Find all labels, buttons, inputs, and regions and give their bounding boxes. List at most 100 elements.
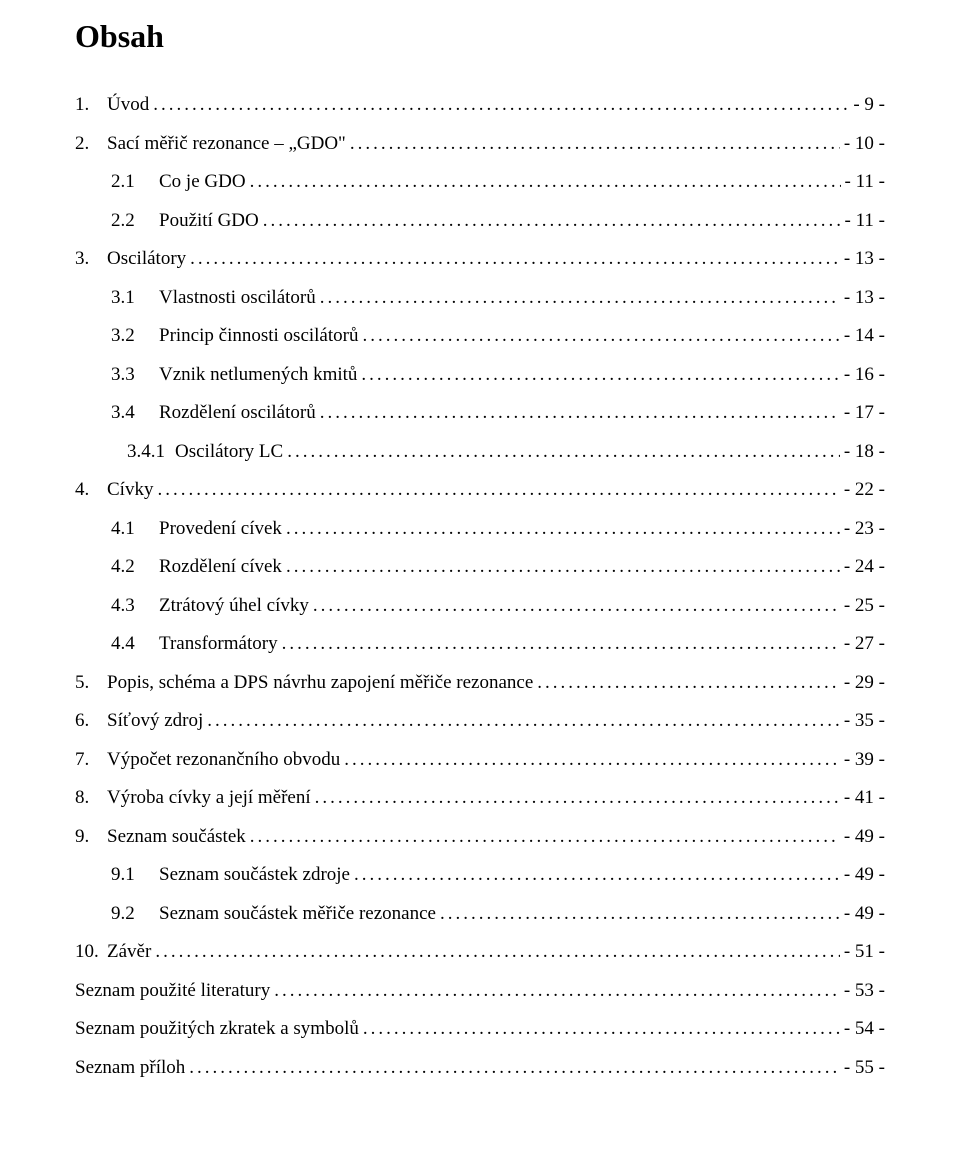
toc-entry-number: 10.	[75, 942, 107, 961]
toc-leader-dots	[361, 365, 839, 384]
toc-leader-dots	[537, 673, 840, 692]
toc-entry: 7.Výpočet rezonančního obvodu - 39 -	[75, 750, 885, 769]
toc-leader-dots	[286, 557, 840, 576]
toc-entry-page: - 18 -	[844, 442, 885, 461]
toc-leader-dots	[250, 827, 840, 846]
toc-entry-number: 2.	[75, 134, 107, 153]
table-of-contents: 1.Úvod- 9 -2.Sací měřič rezonance – „GDO…	[75, 95, 885, 1077]
toc-leader-dots	[362, 326, 839, 345]
toc-entry-label: Co je GDO	[159, 172, 246, 191]
toc-entry-page: - 22 -	[844, 480, 885, 499]
toc-entry-number: 4.4	[111, 634, 159, 653]
toc-entry-label: Sací měřič rezonance – „GDO"	[107, 134, 346, 153]
toc-entry-label: Vznik netlumených kmitů	[159, 365, 357, 384]
toc-leader-dots	[263, 211, 841, 230]
toc-entry: 4.2Rozdělení cívek- 24 -	[75, 557, 885, 576]
toc-entry-number: 8.	[75, 788, 107, 807]
toc-leader-dots	[282, 634, 840, 653]
toc-entry: 3.4Rozdělení oscilátorů- 17 -	[75, 403, 885, 422]
toc-entry: 4.3Ztrátový úhel cívky- 25 -	[75, 596, 885, 615]
toc-leader-dots	[315, 788, 840, 807]
toc-entry-number: 9.2	[111, 904, 159, 923]
toc-entry-number: 3.1	[111, 288, 159, 307]
toc-entry-page: - 16 -	[844, 365, 885, 384]
toc-entry-number: 2.1	[111, 172, 159, 191]
toc-entry: 3.3Vznik netlumených kmitů - 16 -	[75, 365, 885, 384]
toc-entry: 2.Sací měřič rezonance – „GDO" - 10 -	[75, 134, 885, 153]
toc-entry: 9.1Seznam součástek zdroje- 49 -	[75, 865, 885, 884]
toc-entry-label: Výpočet rezonančního obvodu	[107, 750, 340, 769]
toc-entry-label: Seznam příloh	[75, 1058, 185, 1077]
toc-entry-label: Seznam použitých zkratek a symbolů	[75, 1019, 359, 1038]
toc-entry: 6.Síťový zdroj- 35 -	[75, 711, 885, 730]
toc-leader-dots	[157, 480, 839, 499]
toc-entry-page: - 24 -	[844, 557, 885, 576]
toc-entry-page: - 51 -	[844, 942, 885, 961]
toc-entry-page: - 55 -	[844, 1058, 885, 1077]
toc-entry-page: - 17 -	[844, 403, 885, 422]
toc-entry-number: 3.	[75, 249, 107, 268]
toc-leader-dots	[189, 1058, 840, 1077]
page-title: Obsah	[75, 18, 885, 55]
toc-entry-page: - 27 -	[844, 634, 885, 653]
page: Obsah 1.Úvod- 9 -2.Sací měřič rezonance …	[0, 0, 960, 1136]
toc-entry: 3.2Princip činnosti oscilátorů- 14 -	[75, 326, 885, 345]
toc-leader-dots	[313, 596, 840, 615]
toc-entry-label: Rozdělení cívek	[159, 557, 282, 576]
toc-entry-page: - 49 -	[844, 865, 885, 884]
toc-entry-number: 3.4	[111, 403, 159, 422]
toc-leader-dots	[363, 1019, 840, 1038]
toc-entry: 8.Výroba cívky a její měření- 41 -	[75, 788, 885, 807]
toc-entry-page: - 39 -	[844, 750, 885, 769]
toc-leader-dots	[155, 942, 840, 961]
toc-entry: 4.Cívky - 22 -	[75, 480, 885, 499]
toc-entry-number: 3.3	[111, 365, 159, 384]
toc-entry-page: - 54 -	[844, 1019, 885, 1038]
toc-entry: 5.Popis, schéma a DPS návrhu zapojení mě…	[75, 673, 885, 692]
toc-entry: 9.Seznam součástek- 49 -	[75, 827, 885, 846]
toc-leader-dots	[354, 865, 840, 884]
toc-entry-number: 7.	[75, 750, 107, 769]
toc-entry: 3.1Vlastnosti oscilátorů- 13 -	[75, 288, 885, 307]
toc-entry-number: 3.4.1	[127, 442, 175, 461]
toc-entry: 2.1Co je GDO - 11 -	[75, 172, 885, 191]
toc-entry: 9.2Seznam součástek měřiče rezonance- 49…	[75, 904, 885, 923]
toc-entry: Seznam příloh - 55 -	[75, 1058, 885, 1077]
toc-leader-dots	[207, 711, 840, 730]
toc-entry-number: 6.	[75, 711, 107, 730]
toc-entry-page: - 29 -	[844, 673, 885, 692]
toc-entry-label: Seznam součástek zdroje	[159, 865, 350, 884]
toc-entry: 2.2Použití GDO- 11 -	[75, 211, 885, 230]
toc-entry-page: - 25 -	[844, 596, 885, 615]
toc-entry: Seznam použitých zkratek a symbolů - 54 -	[75, 1019, 885, 1038]
toc-entry-number: 4.3	[111, 596, 159, 615]
toc-entry-page: - 23 -	[844, 519, 885, 538]
toc-entry-label: Úvod	[107, 95, 149, 114]
toc-entry-number: 5.	[75, 673, 107, 692]
toc-entry-label: Transformátory	[159, 634, 278, 653]
toc-entry-number: 4.	[75, 480, 107, 499]
toc-entry-page: - 14 -	[844, 326, 885, 345]
toc-entry-page: - 10 -	[844, 134, 885, 153]
toc-entry-page: - 11 -	[845, 172, 885, 191]
toc-entry-page: - 49 -	[844, 904, 885, 923]
toc-entry-label: Seznam součástek	[107, 827, 246, 846]
toc-entry-page: - 53 -	[844, 981, 885, 1000]
toc-entry: 3.4.1Oscilátory LC- 18 -	[75, 442, 885, 461]
toc-entry-number: 3.2	[111, 326, 159, 345]
toc-entry: 4.1Provedení cívek- 23 -	[75, 519, 885, 538]
toc-entry-page: - 9 -	[853, 95, 885, 114]
toc-leader-dots	[344, 750, 840, 769]
toc-entry-number: 2.2	[111, 211, 159, 230]
toc-leader-dots	[350, 134, 840, 153]
toc-entry-label: Popis, schéma a DPS návrhu zapojení měři…	[107, 673, 533, 692]
toc-entry: 3.Oscilátory- 13 -	[75, 249, 885, 268]
toc-leader-dots	[440, 904, 840, 923]
toc-entry-number: 9.	[75, 827, 107, 846]
toc-entry-page: - 13 -	[844, 249, 885, 268]
toc-leader-dots	[274, 981, 840, 1000]
toc-entry-label: Síťový zdroj	[107, 711, 203, 730]
toc-entry: 4.4Transformátory - 27 -	[75, 634, 885, 653]
toc-entry-page: - 41 -	[844, 788, 885, 807]
toc-entry-label: Cívky	[107, 480, 153, 499]
